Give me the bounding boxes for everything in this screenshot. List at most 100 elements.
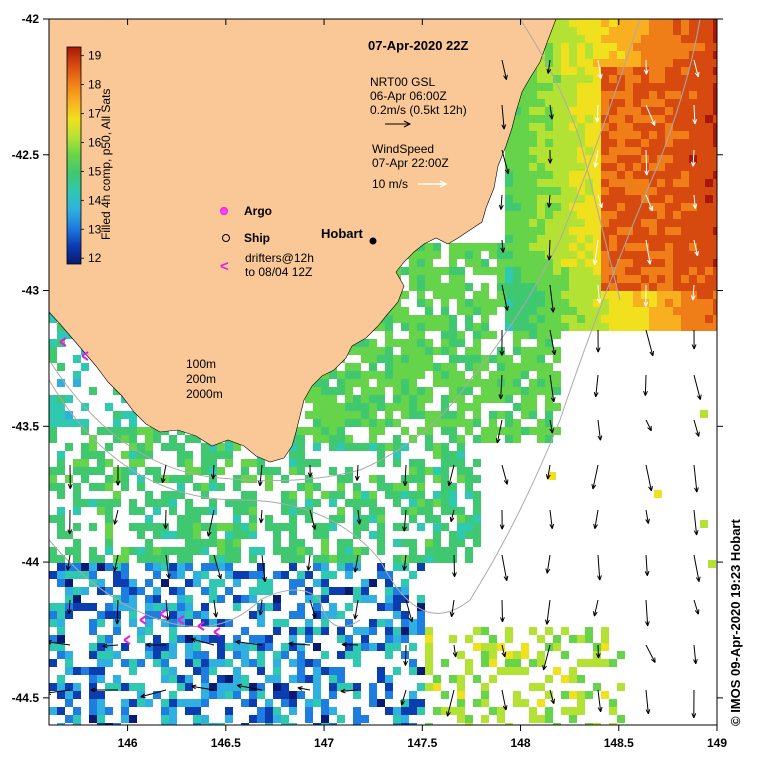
sst-pixel	[153, 643, 161, 651]
sst-pixel	[377, 387, 385, 395]
drifter-marker	[197, 621, 205, 631]
sst-pixel	[609, 699, 617, 707]
sst-pixel	[545, 363, 553, 371]
sst-pixel	[105, 611, 113, 619]
sst-pixel	[49, 707, 57, 715]
sst-pixel	[641, 123, 649, 131]
sst-pixel	[353, 659, 361, 667]
sst-pixel	[441, 395, 449, 403]
sst-pixel	[97, 451, 105, 459]
sst-pixel	[609, 27, 617, 35]
sst-pixel	[137, 627, 145, 635]
sst-pixel	[73, 563, 81, 571]
sst-pixel	[377, 323, 385, 331]
vector-arrow	[258, 599, 264, 616]
vector-arrow	[452, 644, 458, 658]
sst-pixel	[569, 307, 577, 315]
sst-pixel	[633, 243, 641, 251]
sst-pixel	[345, 387, 353, 395]
sst-pixel	[697, 259, 705, 267]
sst-pixel	[233, 579, 241, 587]
sst-pixel	[553, 379, 561, 387]
sst-pixel	[105, 483, 113, 491]
sst-pixel	[321, 371, 329, 379]
sst-pixel	[73, 499, 81, 507]
sst-pixel	[201, 683, 209, 691]
sst-pixel	[601, 275, 609, 283]
sst-pixel	[593, 643, 601, 651]
sst-pixel	[353, 491, 361, 499]
sst-pixel	[545, 235, 553, 243]
sst-pixel	[65, 395, 73, 403]
sst-pixel	[521, 307, 529, 315]
sst-pixel	[137, 699, 145, 707]
sst-pixel	[713, 283, 717, 291]
vector-arrow	[309, 599, 317, 619]
sst-pixel	[289, 555, 297, 563]
sst-pixel	[425, 547, 433, 555]
vector-arrow	[235, 639, 263, 646]
sst-pixel	[585, 51, 593, 59]
isobath-legend: 100m 200m 2000m	[186, 357, 223, 401]
sst-pixel	[441, 659, 449, 667]
sst-pixel	[545, 395, 553, 403]
sst-pixel	[513, 403, 521, 411]
sst-pixel	[73, 371, 81, 379]
sst-pixel	[473, 675, 481, 683]
tasmania-landmass	[49, 19, 557, 463]
sst-pixel	[97, 499, 105, 507]
vector-arrow	[597, 419, 603, 441]
sst-pixel	[713, 123, 717, 131]
sst-pixel	[641, 203, 649, 211]
sst-pixel	[49, 555, 57, 563]
sst-pixel	[89, 523, 97, 531]
sst-pixel	[473, 411, 481, 419]
sst-pixel	[545, 627, 553, 635]
sst-pixel	[353, 707, 361, 715]
sst-pixel	[569, 171, 577, 179]
sst-pixel	[641, 195, 649, 203]
sst-pixel	[705, 323, 713, 331]
sst-pixel	[193, 539, 201, 547]
sst-pixel	[449, 291, 457, 299]
sst-pixel	[449, 451, 457, 459]
sst-pixel	[257, 707, 265, 715]
sst-pixel	[49, 643, 57, 651]
sst-pixel	[649, 275, 657, 283]
colorbar-tick-label: 14	[88, 193, 102, 207]
sst-pixel	[369, 531, 377, 539]
vector-arrow	[595, 329, 601, 353]
sst-pixel	[409, 275, 417, 283]
sst-pixel	[337, 403, 345, 411]
sst-pixel	[473, 531, 481, 539]
sst-pixel	[625, 323, 633, 331]
sst-pixel	[385, 411, 393, 419]
sst-pixel	[609, 19, 617, 27]
sst-pixel	[513, 347, 521, 355]
sst-pixel	[705, 91, 713, 99]
sst-pixel	[553, 291, 561, 299]
sst-pixel	[473, 403, 481, 411]
drifters-label: drifters@12h	[245, 251, 314, 265]
sst-pixel	[385, 443, 393, 451]
sst-pixel	[537, 67, 545, 75]
sst-pixel	[665, 139, 673, 147]
sst-pixel	[313, 395, 321, 403]
sst-pixel	[161, 555, 169, 563]
sst-pixel	[537, 211, 545, 219]
sst-pixel	[417, 595, 425, 603]
sst-pixel	[161, 643, 169, 651]
sst-pixel	[601, 307, 609, 315]
sst-pixel	[385, 691, 393, 699]
sst-pixel	[585, 315, 593, 323]
sst-pixel	[449, 507, 457, 515]
vector-arrow	[498, 374, 504, 400]
sst-pixel	[625, 235, 633, 243]
sst-pixel	[673, 179, 681, 187]
sst-pixel	[537, 307, 545, 315]
sst-pixel	[529, 147, 537, 155]
sst-pixel	[377, 523, 385, 531]
sst-pixel	[553, 171, 561, 179]
sst-pixel	[233, 523, 241, 531]
sst-pixel	[545, 155, 553, 163]
